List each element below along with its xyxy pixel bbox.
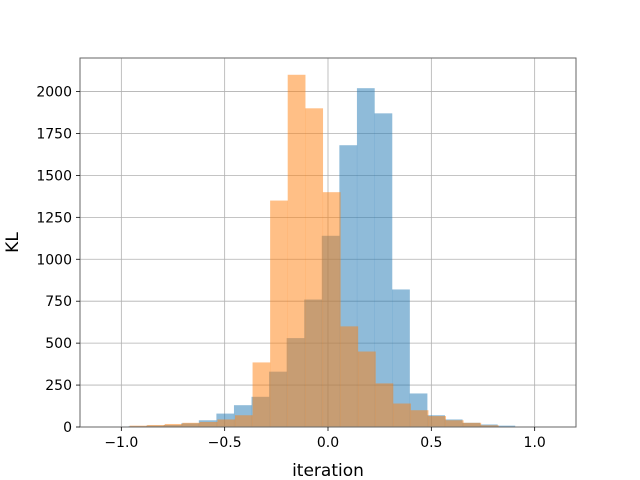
histogram-bar-series-2 bbox=[287, 74, 306, 427]
histogram-bar-series-2 bbox=[410, 410, 429, 427]
histogram-bar-series-2 bbox=[252, 362, 271, 427]
y-tick-label: 1500 bbox=[36, 168, 72, 184]
x-axis-label: iteration bbox=[292, 461, 364, 480]
histogram-bar-series-2 bbox=[322, 192, 341, 427]
x-tick-label: −0.5 bbox=[208, 435, 242, 451]
histogram-bar-series-2 bbox=[270, 200, 288, 427]
histogram-bar-series-1 bbox=[356, 88, 375, 427]
y-tick-label: 2000 bbox=[36, 85, 72, 101]
histogram-bar-series-2 bbox=[463, 422, 482, 427]
histogram-bar-series-2 bbox=[235, 415, 253, 427]
histogram-bar-series-2 bbox=[217, 419, 236, 427]
histogram-bar-series-2 bbox=[428, 416, 446, 427]
histogram-bar-series-2 bbox=[182, 422, 201, 427]
histogram-bars bbox=[111, 74, 533, 428]
histogram-bar-series-2 bbox=[305, 108, 324, 428]
y-tick-label: 250 bbox=[45, 378, 72, 394]
histogram-bar-series-1 bbox=[374, 113, 393, 427]
histogram-bar-series-2 bbox=[357, 351, 376, 427]
y-axis-label: KL bbox=[3, 232, 23, 253]
y-tick-label: 750 bbox=[45, 294, 72, 310]
histogram-bar-series-2 bbox=[480, 425, 499, 427]
histogram-bar-series-2 bbox=[393, 403, 411, 427]
y-tick-label: 1000 bbox=[36, 252, 72, 268]
x-tick-label: 0.5 bbox=[420, 435, 442, 451]
histogram-bar-series-2 bbox=[199, 421, 218, 427]
histogram-bar-series-2 bbox=[147, 424, 165, 427]
x-tick-label: 0.0 bbox=[317, 435, 339, 451]
histogram-bar-series-2 bbox=[445, 420, 464, 427]
x-tick-label: 1.0 bbox=[524, 435, 546, 451]
axis-ticks: −1.0 −0.5 0.0 0.5 1.0 0 250 500 750 1000 1250 1500 1… bbox=[36, 85, 545, 451]
histogram-bar-series-2 bbox=[129, 425, 148, 427]
y-tick-label: 1750 bbox=[36, 126, 72, 142]
y-tick-label: 500 bbox=[45, 336, 72, 352]
histogram-bar-series-1 bbox=[392, 289, 410, 427]
histogram-bar-series-2 bbox=[375, 383, 394, 427]
histogram-bar-series-1 bbox=[497, 425, 516, 427]
histogram-bar-series-2 bbox=[340, 326, 359, 427]
y-tick-label: 1250 bbox=[36, 210, 72, 226]
y-tick-label: 0 bbox=[63, 420, 72, 436]
x-tick-label: −1.0 bbox=[104, 435, 138, 451]
histogram-bar-series-2 bbox=[164, 423, 183, 427]
